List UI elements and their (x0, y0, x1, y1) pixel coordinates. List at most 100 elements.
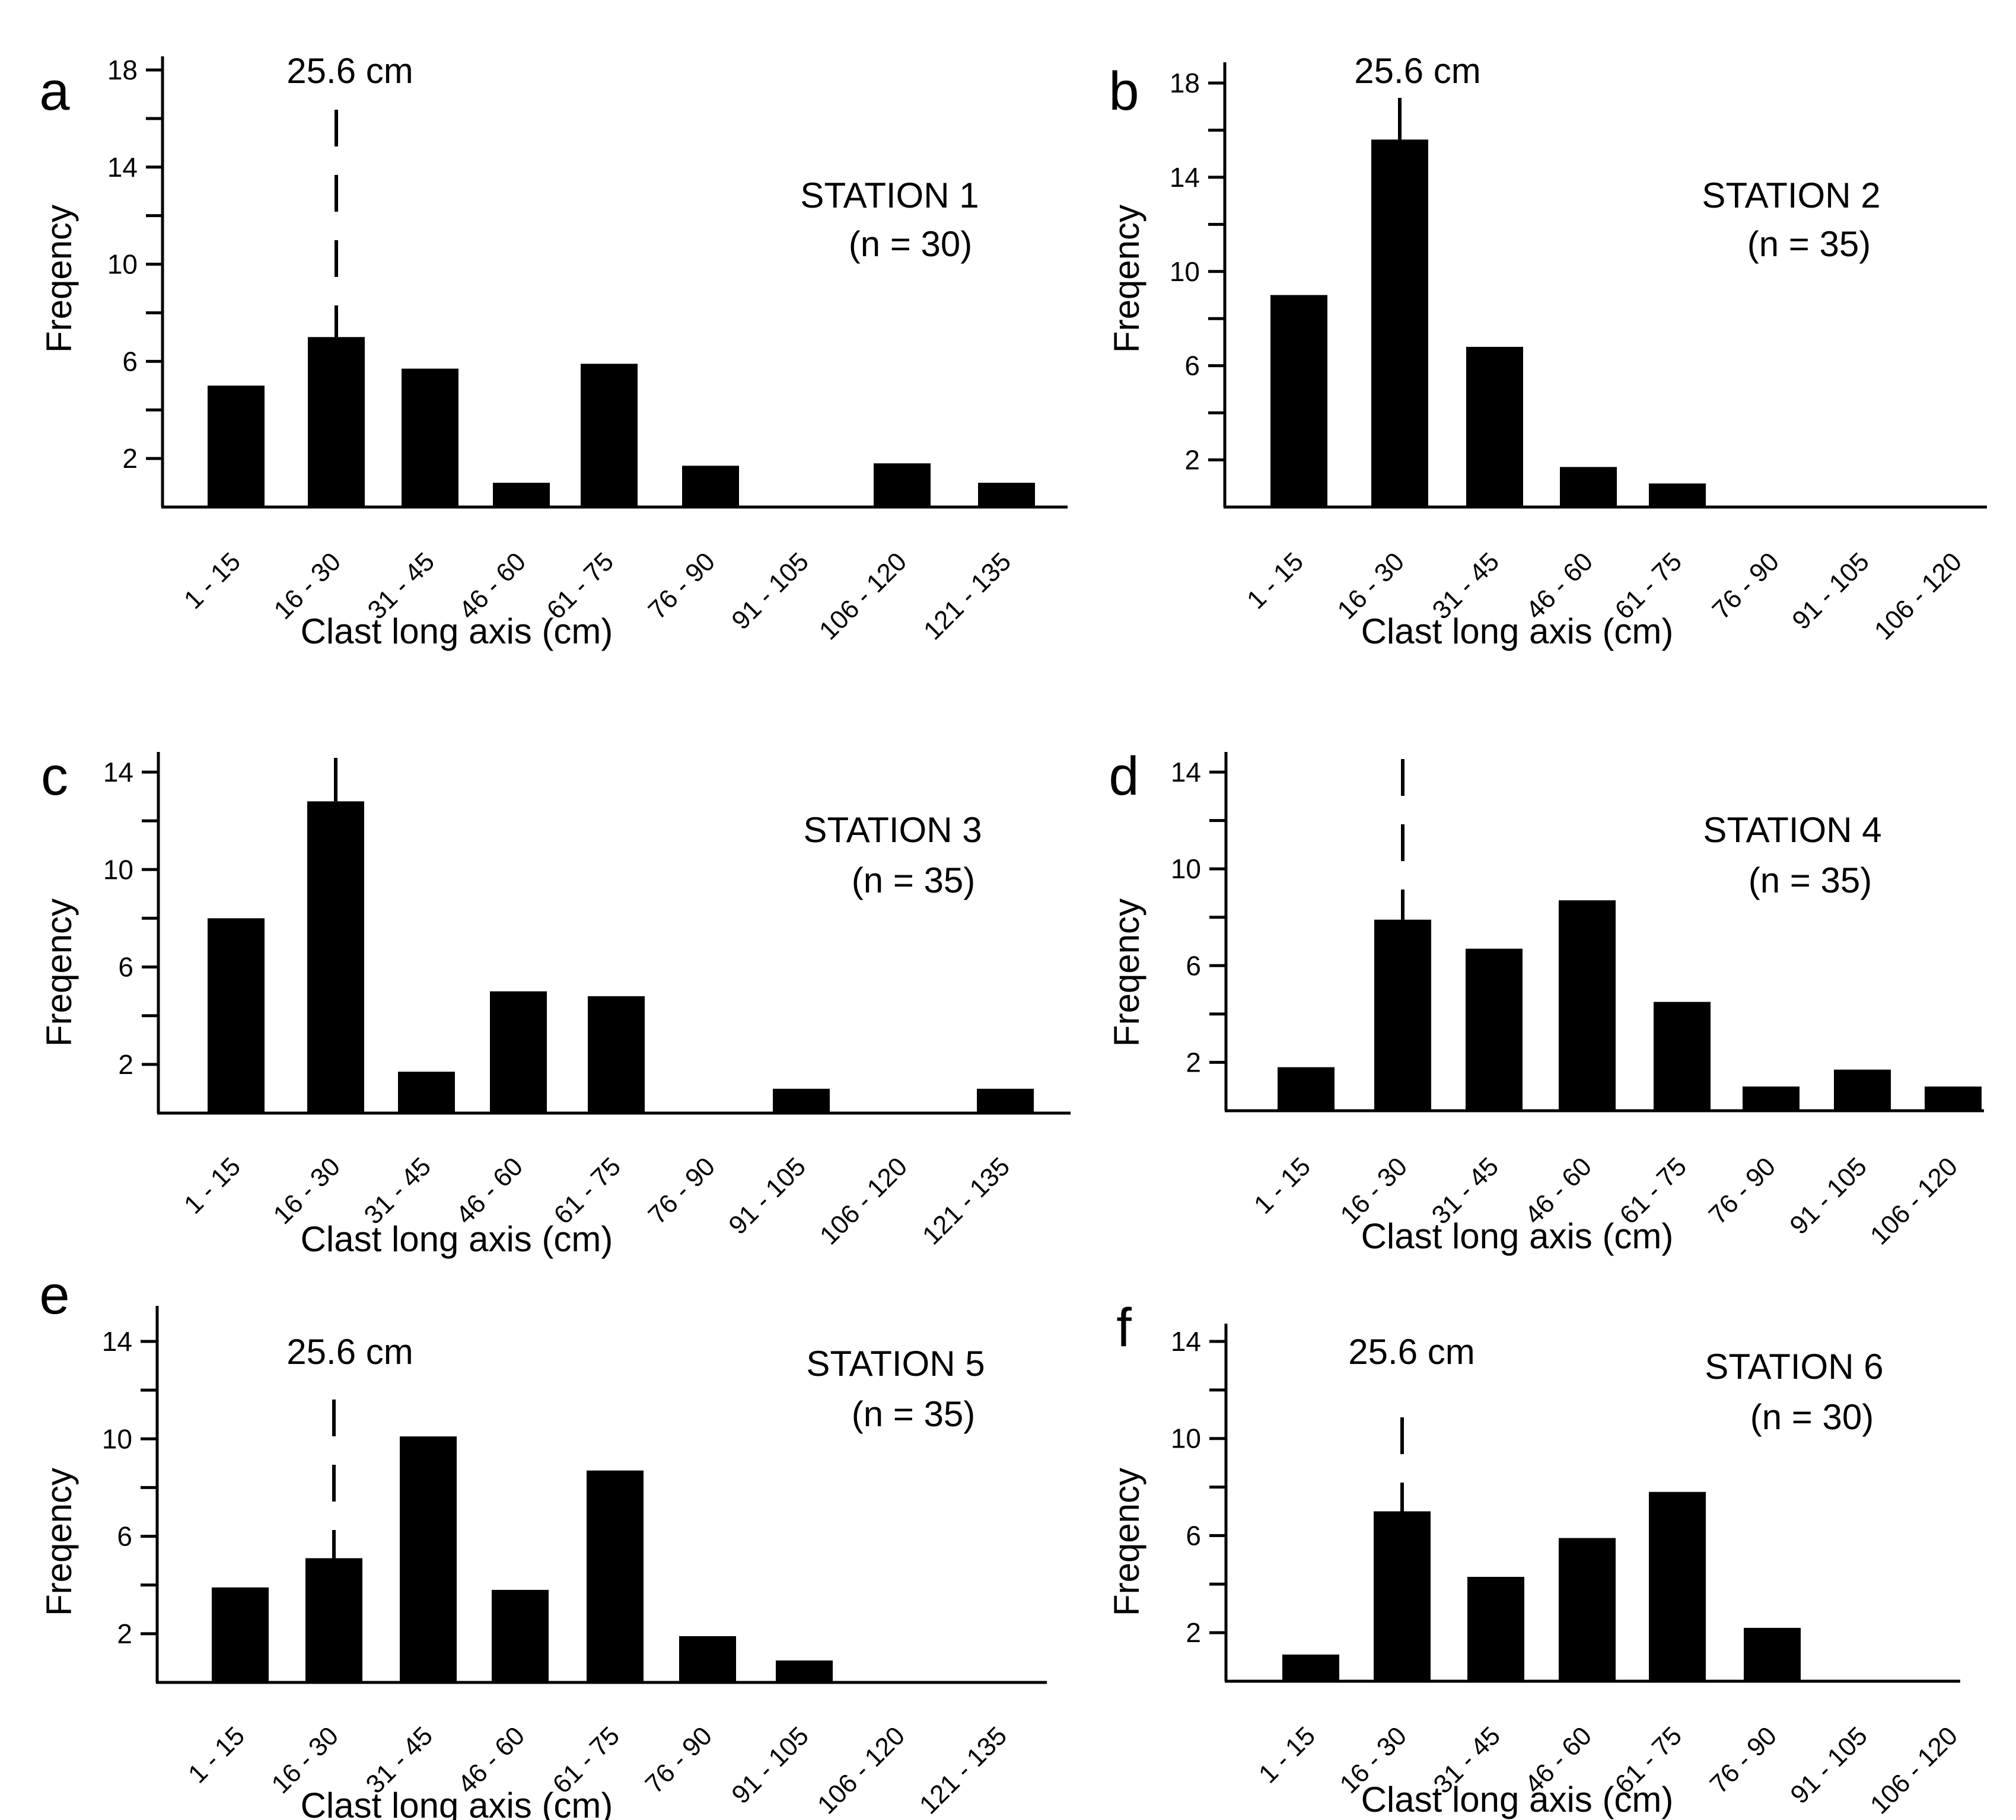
y-tick-label: 10 (1171, 1423, 1201, 1454)
x-tick-label: 1 - 15 (1241, 547, 1309, 614)
sample-size: (n = 35) (1749, 860, 1872, 900)
y-tick-label: 14 (103, 757, 133, 788)
panel-letter: c (41, 746, 68, 807)
station-title: STATION 1 (800, 176, 979, 215)
sample-size: (n = 30) (849, 224, 972, 264)
y-axis-label: Freqency (1107, 898, 1146, 1047)
y-tick-label: 14 (107, 152, 138, 183)
x-tick-label: 91 - 105 (1786, 547, 1875, 635)
x-tick-label: 1 - 15 (179, 547, 246, 614)
x-tick-label: 76 - 90 (1703, 1152, 1782, 1230)
bar (493, 483, 550, 507)
bar (682, 466, 739, 507)
panel-letter: e (39, 1265, 69, 1325)
bar (773, 1088, 830, 1113)
bar (208, 918, 265, 1113)
y-tick-label: 10 (102, 1423, 132, 1454)
y-tick-label: 2 (1186, 1617, 1201, 1648)
bar (1466, 948, 1523, 1111)
bar (1278, 1067, 1335, 1111)
y-axis-label: Freqency (39, 205, 79, 353)
x-tick-label: 76 - 90 (640, 1721, 718, 1799)
x-tick-label: 91 - 105 (723, 1152, 811, 1240)
bar (1374, 919, 1431, 1111)
bar (1270, 295, 1327, 507)
panel-letter: a (39, 61, 70, 122)
median-marker-label: 25.6 cm (1348, 1332, 1474, 1372)
x-tick-label: 91 - 105 (726, 547, 814, 635)
x-tick-label: 106 - 120 (1869, 547, 1967, 645)
x-tick-label: 76 - 90 (1705, 1721, 1783, 1799)
bar (307, 801, 364, 1113)
y-tick-label: 10 (1171, 853, 1201, 884)
bar (208, 385, 265, 507)
bar (587, 1470, 644, 1682)
y-tick-label: 2 (118, 1049, 133, 1080)
bar (1467, 1577, 1524, 1681)
x-axis-label: Clast long axis (cm) (301, 1219, 613, 1259)
bar (1654, 1002, 1711, 1111)
x-tick-label: 1 - 15 (183, 1721, 250, 1789)
bar (874, 463, 931, 507)
x-tick-label: 106 - 120 (1865, 1152, 1963, 1250)
y-tick-label: 10 (107, 249, 138, 280)
sample-size: (n = 30) (1750, 1397, 1874, 1437)
bar (1649, 1491, 1706, 1681)
bar (490, 991, 547, 1113)
station-title: STATION 6 (1705, 1347, 1883, 1386)
x-axis-label: Clast long axis (cm) (1361, 611, 1674, 651)
bar (1834, 1069, 1891, 1111)
median-marker-label: 25.6 cm (286, 51, 413, 91)
station-title: STATION 4 (1703, 810, 1881, 850)
x-tick-label: 106 - 120 (1865, 1721, 1963, 1819)
median-marker-label: 25.6 cm (1354, 51, 1480, 91)
bar (1559, 1538, 1616, 1681)
bar (1466, 346, 1523, 507)
chart-panel-c: c 2 6 10 14 1 - 15 16 - 30 31 - 45 46 - 60 61 - 7… (39, 746, 1071, 1259)
y-tick-label: 2 (1186, 1047, 1201, 1078)
y-tick-label: 2 (122, 443, 138, 474)
bar (978, 483, 1035, 507)
panel-letter: f (1116, 1298, 1132, 1358)
bar (1743, 1086, 1800, 1111)
y-tick-label: 2 (117, 1618, 132, 1649)
bar (581, 364, 638, 507)
bar (492, 1589, 549, 1682)
y-tick-label: 6 (1186, 1520, 1201, 1551)
x-tick-label: 16 - 30 (268, 1152, 346, 1230)
y-tick-label: 6 (118, 952, 133, 983)
bar (212, 1587, 269, 1682)
sample-size: (n = 35) (852, 1394, 975, 1434)
x-tick-label: 76 - 90 (1707, 547, 1785, 625)
bar (1374, 1511, 1431, 1681)
x-axis-label: Clast long axis (cm) (1361, 1780, 1674, 1819)
x-tick-label: 1 - 15 (1253, 1721, 1321, 1789)
bar (977, 1088, 1034, 1113)
x-tick-label: 1 - 15 (179, 1152, 246, 1219)
y-axis-label: Freqency (39, 1468, 79, 1616)
x-tick-label: 31 - 45 (359, 1152, 437, 1230)
x-tick-label: 91 - 105 (1784, 1152, 1872, 1240)
y-axis-label: Freqency (39, 898, 79, 1047)
x-tick-label: 106 - 120 (814, 547, 912, 645)
x-tick-label: 121 - 135 (917, 1152, 1015, 1250)
y-tick-label: 6 (1184, 350, 1200, 381)
y-tick-label: 14 (102, 1326, 132, 1357)
y-tick-label: 6 (1186, 950, 1201, 981)
x-axis-label: Clast long axis (cm) (301, 611, 613, 651)
bar (1649, 483, 1706, 507)
bar (400, 1436, 457, 1682)
bar (1744, 1627, 1801, 1681)
station-title: STATION 2 (1702, 176, 1880, 215)
bar (1560, 467, 1617, 507)
y-tick-label: 10 (1170, 256, 1200, 287)
x-tick-label: 46 - 60 (451, 1152, 529, 1230)
y-tick-label: 14 (1171, 1326, 1201, 1357)
y-tick-label: 2 (1184, 445, 1200, 476)
y-axis-label: Freqency (1107, 205, 1146, 353)
x-tick-label: 1 - 15 (1249, 1152, 1316, 1219)
